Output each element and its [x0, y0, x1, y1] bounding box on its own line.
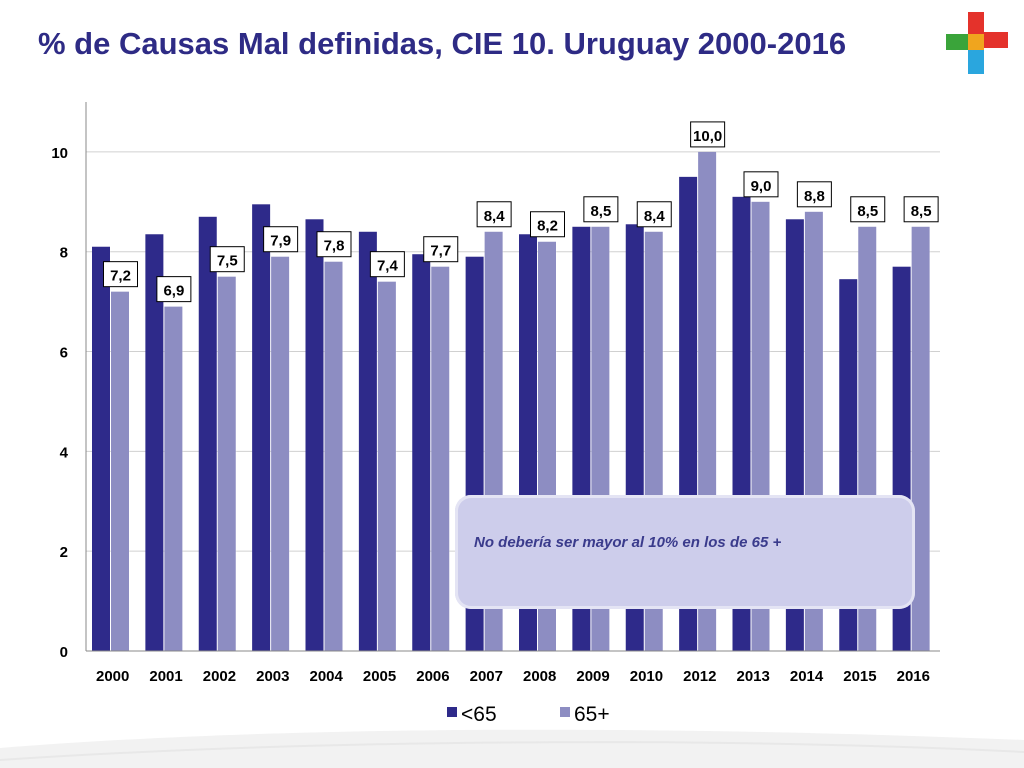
x-tick-label: 2006: [416, 668, 449, 685]
data-label-box: [423, 236, 459, 263]
data-label: 8,5: [911, 203, 932, 220]
x-tick-label: 2005: [363, 668, 396, 685]
y-tick-label: 0: [60, 644, 68, 661]
y-tick-label: 4: [60, 444, 69, 461]
data-label-box: [476, 201, 512, 228]
data-label-box: [530, 211, 565, 238]
bar-65plus: [911, 226, 930, 652]
x-tick-label: 2015: [843, 668, 876, 685]
bar-under65: [412, 254, 431, 652]
legend-swatch-65plus: [560, 707, 570, 717]
bar-65plus: [431, 266, 450, 651]
legend-label-under65: <65: [461, 703, 497, 726]
data-label: 10,0: [693, 128, 722, 145]
x-tick-label: 2008: [523, 668, 556, 685]
data-label-box: [209, 246, 245, 273]
y-tick-label: 8: [60, 245, 68, 262]
bar-65plus: [164, 306, 183, 651]
data-label: 7,7: [430, 243, 451, 260]
data-label: 8,2: [537, 218, 558, 235]
x-tick-label: 2001: [149, 668, 182, 685]
x-tick-label: 2014: [790, 668, 824, 685]
data-label: 8,8: [804, 188, 825, 205]
data-label-box: [796, 181, 832, 208]
data-label: 7,8: [324, 238, 345, 255]
data-label: 8,4: [644, 208, 666, 225]
data-label: 8,5: [857, 203, 878, 220]
data-label-box: [636, 201, 672, 228]
bar-under65: [358, 231, 377, 651]
bar-under65: [305, 219, 324, 651]
data-label: 7,4: [377, 258, 399, 275]
data-label: 6,9: [163, 283, 184, 300]
data-label: 7,5: [217, 253, 238, 270]
bar-65plus: [111, 291, 129, 651]
data-label-box: [903, 196, 939, 223]
x-tick-label: 2013: [737, 668, 770, 685]
bar-under65: [92, 246, 110, 651]
y-tick-label: 6: [60, 345, 68, 362]
x-tick-label: 2003: [256, 668, 289, 685]
x-tick-label: 2012: [683, 668, 716, 685]
bar-65plus: [271, 256, 290, 651]
data-label-box: [583, 196, 619, 223]
data-label-box: [369, 251, 405, 278]
x-tick-label: 2010: [630, 668, 663, 685]
x-tick-label: 2002: [203, 668, 236, 685]
x-tick-label: 2000: [96, 668, 129, 685]
data-label: 8,5: [590, 203, 611, 220]
data-label-box: [743, 171, 779, 198]
data-label-box: [850, 196, 886, 223]
data-label: 8,4: [484, 208, 506, 225]
footer-decoration: [0, 729, 1024, 768]
note-box: [455, 495, 915, 609]
data-label-box: [316, 231, 352, 258]
x-tick-label: 2009: [576, 668, 609, 685]
y-tick-label: 10: [51, 145, 68, 162]
data-label-box: [690, 121, 726, 148]
y-tick-label: 2: [60, 544, 68, 561]
data-label: 7,2: [110, 268, 131, 285]
bar-65plus: [217, 276, 236, 651]
bar-65plus: [324, 261, 343, 651]
data-label-box: [103, 261, 138, 288]
medical-cross-logo-icon: [946, 12, 1008, 74]
data-label-box: [263, 226, 299, 253]
note-text: No debería ser mayor al 10% en los de 65…: [474, 534, 782, 551]
legend-swatch-under65: [447, 707, 457, 717]
bar-under65: [198, 216, 217, 652]
legend-label-65plus: 65+: [574, 703, 610, 726]
data-label: 9,0: [751, 178, 772, 195]
data-label-box: [156, 276, 192, 303]
x-tick-label: 2016: [897, 668, 930, 685]
bar-under65: [252, 204, 271, 651]
slide-title: % de Causas Mal definidas, CIE 10. Urugu…: [38, 26, 847, 61]
x-tick-label: 2007: [470, 668, 503, 685]
bar-under65: [145, 234, 164, 651]
x-tick-label: 2004: [310, 668, 344, 685]
data-label: 7,9: [270, 233, 291, 250]
bar-65plus: [377, 281, 396, 651]
